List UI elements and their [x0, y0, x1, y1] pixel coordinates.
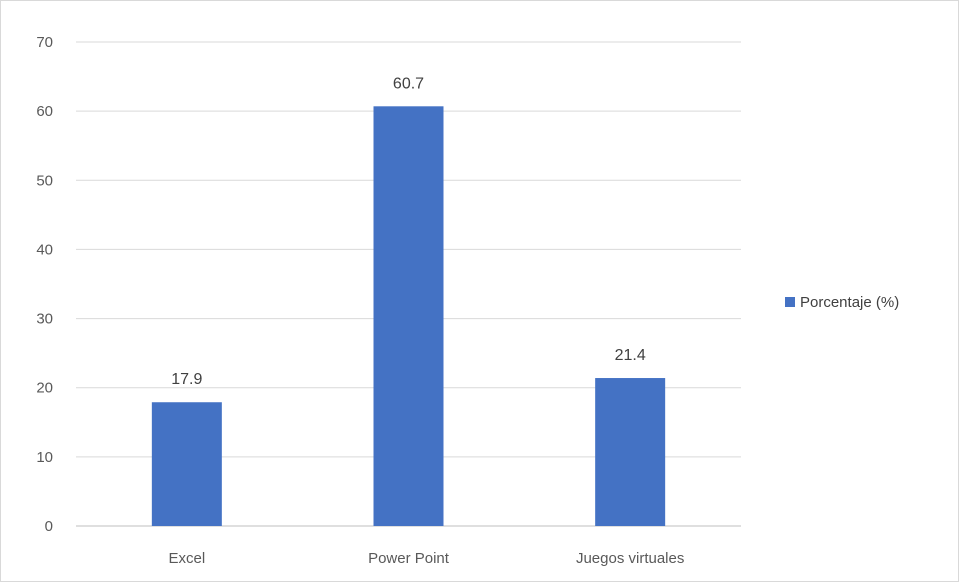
legend: Porcentaje (%): [785, 294, 899, 311]
x-axis-tick-labels: Excel Power Point Juegos virtuales: [168, 550, 684, 567]
x-tick-label: Excel: [168, 550, 205, 567]
y-tick-label: 0: [45, 518, 53, 535]
data-label: 21.4: [615, 347, 646, 364]
y-axis-tick-labels: 0 10 20 30 40 50 60 70: [36, 34, 53, 535]
x-tick-label: Power Point: [368, 550, 450, 567]
data-label: 17.9: [171, 371, 202, 388]
x-tick-label: Juegos virtuales: [576, 550, 684, 567]
bars: [151, 106, 666, 526]
bar-juegos-virtuales: [595, 378, 666, 526]
legend-label: Porcentaje (%): [800, 294, 899, 311]
y-tick-label: 60: [36, 103, 53, 120]
data-labels: 17.9 60.7 21.4: [171, 75, 646, 388]
y-tick-label: 50: [36, 172, 53, 189]
y-tick-label: 20: [36, 380, 53, 397]
legend-swatch: [785, 297, 795, 307]
data-label: 60.7: [393, 75, 424, 92]
y-tick-label: 70: [36, 34, 53, 51]
y-tick-label: 10: [36, 449, 53, 466]
bar-power-point: [373, 106, 444, 526]
y-tick-label: 40: [36, 241, 53, 258]
bar-excel: [151, 402, 222, 526]
y-tick-label: 30: [36, 311, 53, 328]
